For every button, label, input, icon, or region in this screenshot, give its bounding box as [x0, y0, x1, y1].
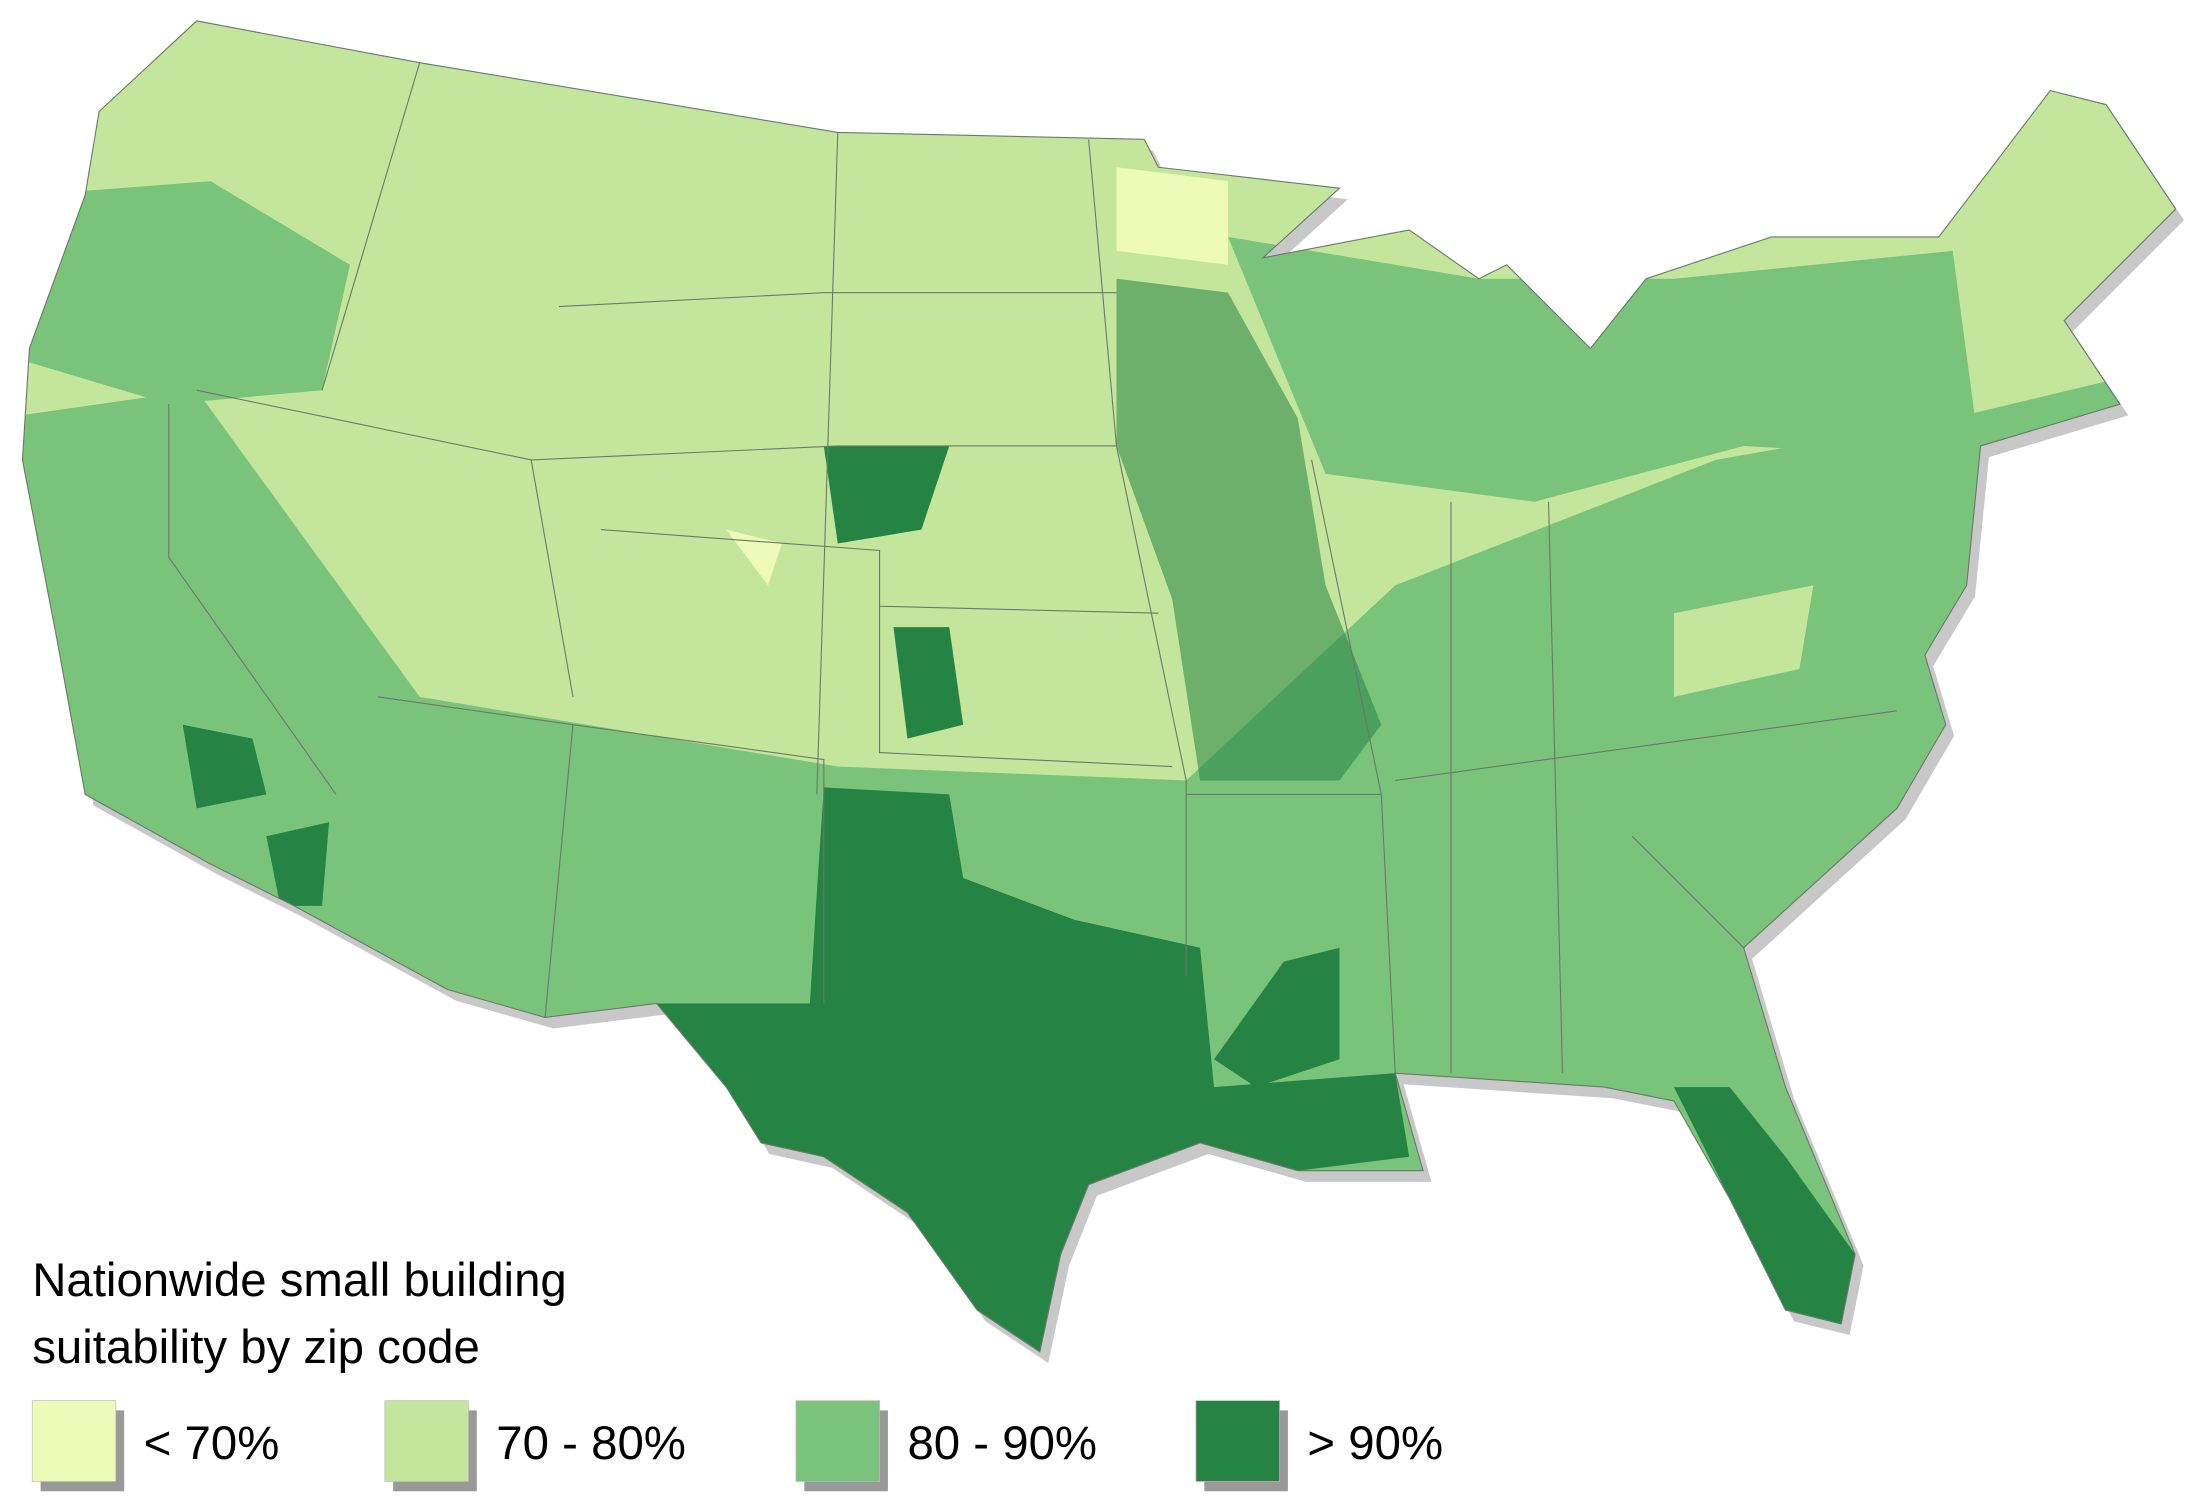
legend-items: < 70% 70 - 80% 80 - 90% > 90% [31, 1400, 1443, 1492]
region [29, 181, 350, 405]
region [377, 83, 476, 265]
region [182, 724, 267, 809]
region [1116, 167, 1228, 265]
region [823, 445, 950, 544]
legend-swatch [1195, 1400, 1280, 1482]
legend-title: suitability by zip code [32, 1321, 480, 1374]
region [433, 529, 560, 683]
legend-swatch [795, 1400, 880, 1482]
legend-label: < 70% [144, 1417, 280, 1470]
legend-label: 70 - 80% [496, 1417, 686, 1470]
region [266, 822, 330, 906]
legend-swatch [384, 1400, 469, 1482]
region [1673, 1087, 1856, 1325]
region [893, 627, 964, 739]
legend-label: > 90% [1307, 1417, 1443, 1470]
legend-label: 80 - 90% [907, 1417, 1097, 1470]
region [656, 787, 1410, 1352]
region [1214, 947, 1340, 1088]
region [1227, 236, 1981, 502]
legend: Nationwide small building suitability by… [31, 1254, 1443, 1492]
legend-title: Nationwide small building [32, 1254, 567, 1307]
state-borders [21, 20, 2177, 1353]
region [726, 529, 783, 586]
legend-swatch [31, 1400, 117, 1482]
region [1116, 278, 1382, 781]
region [1673, 585, 1814, 697]
